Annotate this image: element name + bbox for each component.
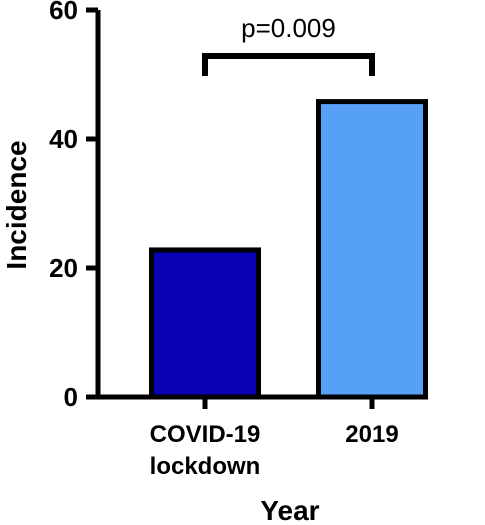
x-tick-label: 2019 bbox=[345, 421, 398, 448]
y-tick-label: 20 bbox=[49, 253, 78, 283]
plot-area: 0 20 40 60 COVID-19 lockdown 2019 p=0.009 bbox=[49, 0, 428, 480]
y-axis-title: Incidence bbox=[1, 140, 32, 269]
x-tick-label: COVID-19 lockdown bbox=[150, 421, 261, 480]
significance-bracket bbox=[202, 53, 375, 76]
y-tick-label: 40 bbox=[49, 124, 78, 154]
y-tick-label: 0 bbox=[64, 382, 78, 412]
p-value-label: p=0.009 bbox=[241, 13, 336, 43]
bar bbox=[316, 99, 428, 400]
x-axis-title: Year bbox=[260, 495, 319, 525]
y-tick-label: 60 bbox=[49, 0, 78, 25]
bar bbox=[149, 247, 261, 400]
